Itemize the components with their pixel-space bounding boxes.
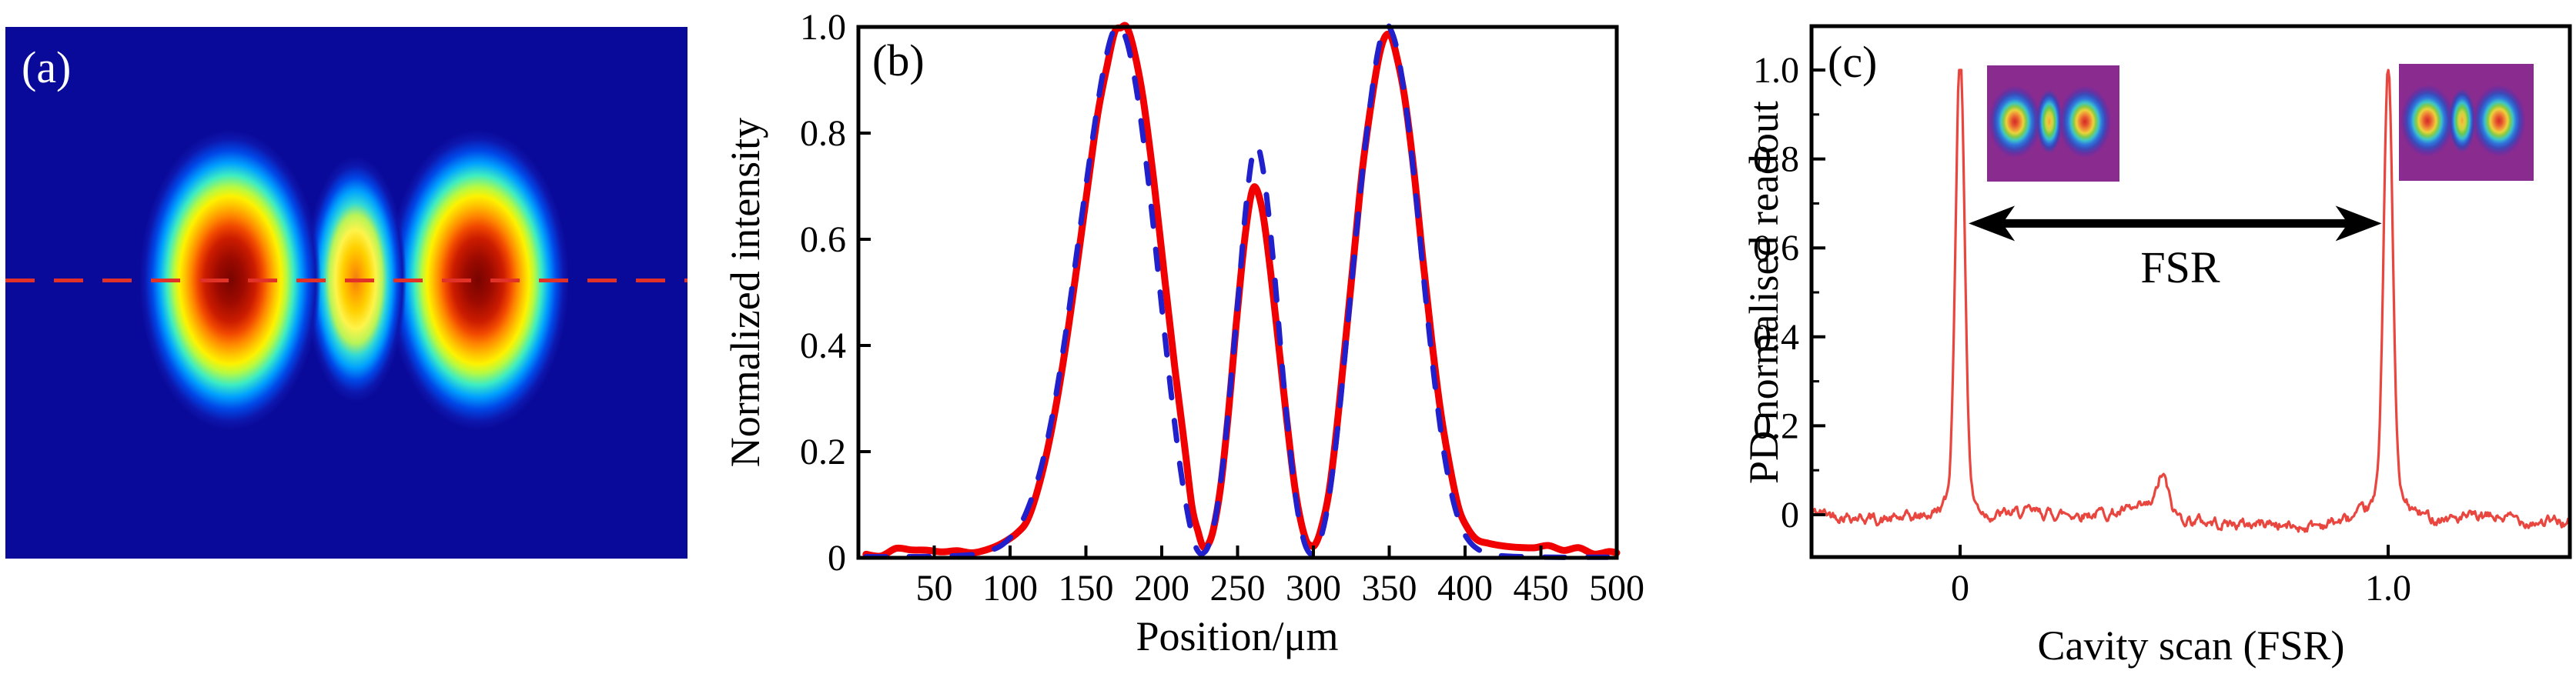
- inset-lobe-0: [2400, 84, 2454, 157]
- panel-c-label: (c): [1828, 37, 1878, 87]
- panel-b-x-tick-label: 450: [1514, 568, 1569, 609]
- panel-b-y-tick-label: 0.2: [800, 432, 846, 472]
- panel-b-y-tick-label: 0.6: [800, 219, 846, 260]
- panel-c-y-tick-label: 0.4: [1753, 317, 1799, 358]
- panel-b-x-tick-label: 250: [1210, 568, 1266, 609]
- panel-b-x-tick-label: 100: [982, 568, 1038, 609]
- inset-lobe-2: [2058, 85, 2112, 158]
- inset-lobe-2: [2471, 84, 2526, 157]
- panel-c-y-tick-label: 0.8: [1753, 139, 1799, 180]
- panel-c-y-tick-label: 0.6: [1753, 228, 1799, 269]
- panel-c-plot: 0 1.0 0 0.2 0.4 0.6 0.8 1.0: [1753, 24, 2572, 609]
- panel-c-y-tick-label: 0.2: [1753, 405, 1799, 446]
- panel-b-x-tick-label: 300: [1286, 568, 1341, 609]
- panel-c-yaxis-title: PD normalised readout: [1741, 101, 1787, 484]
- inset-lobe-1: [2036, 89, 2063, 154]
- mode-inset-image-right: [2399, 64, 2534, 181]
- inset-lobe-1: [2448, 88, 2476, 153]
- panel-b-y-tick-label: 0: [828, 538, 846, 579]
- panel-b-label: (b): [872, 35, 925, 85]
- panel-c-x-tick-label: 1.0: [2365, 568, 2411, 609]
- panel-b-x-tick-label: 150: [1059, 568, 1114, 609]
- panel-b-x-tick-label: 400: [1437, 568, 1493, 609]
- panel-c-y-tick-label: 1.0: [1753, 50, 1799, 91]
- fsr-arrow: [1969, 205, 2382, 242]
- panel-b-x-tick-label: 50: [916, 568, 953, 609]
- fsr-annotation: FSR: [2140, 242, 2220, 292]
- panel-b-x-tick-label: 500: [1589, 568, 1644, 609]
- panel-b-y-tick-label: 0.4: [800, 325, 846, 366]
- panel-c-x-tick-label: 0: [1951, 568, 1969, 609]
- panel-c-y-tick-label: 0: [1781, 495, 1799, 536]
- cross-section-dashed-line: [5, 279, 687, 282]
- panel-c-xaxis-title: Cavity scan (FSR): [2037, 622, 2345, 669]
- panel-b-yaxis-title: Normalized intensity: [722, 117, 768, 468]
- panel-a-label: (a): [22, 42, 72, 92]
- panel-b-y-tick-label: 1.0: [800, 7, 846, 48]
- panel-b-x-tick-label: 350: [1362, 568, 1417, 609]
- pd-trace-curve: [1811, 68, 2571, 533]
- panel-a-heatmap: (a): [5, 27, 687, 559]
- mode-inset-image-left: [1987, 65, 2119, 182]
- fsr-arrowhead-left: [1969, 205, 2016, 242]
- fsr-arrowhead-right: [2335, 205, 2382, 242]
- panel-b-xaxis-title: Position/μm: [1136, 613, 1339, 659]
- panel-b-x-tick-label: 200: [1134, 568, 1189, 609]
- blue-dashed-curve: [863, 22, 1620, 560]
- panel-b-plot: 50 100 150 200 250 300 350 400 450 500 0 0.2 0.4 0.6 0…: [800, 7, 1644, 609]
- inset-lobe-0: [1988, 85, 2042, 158]
- panel-b-y-tick-label: 0.8: [800, 113, 846, 154]
